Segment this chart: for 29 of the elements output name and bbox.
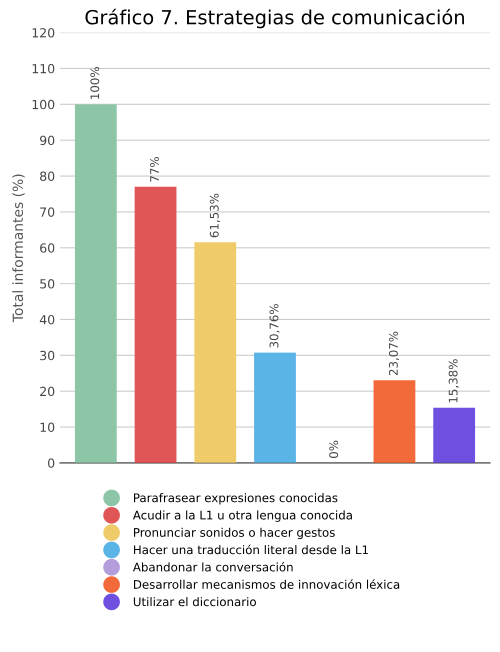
y-tick-label: 100 <box>32 100 54 110</box>
y-tick-label: 110 <box>32 64 54 74</box>
data-label: 100% <box>90 67 100 99</box>
y-tick-label: 70 <box>40 207 54 217</box>
chart-title: Gráfico 7. Estrategias de comunicación <box>85 8 464 28</box>
y-tick-label: 30 <box>40 350 54 360</box>
y-tick-label: 120 <box>32 28 54 38</box>
y-axis-title: Total informantes (%) <box>12 174 25 322</box>
y-tick-label: 80 <box>40 172 54 181</box>
y-tick-label: 60 <box>40 243 54 253</box>
data-label: 15,38% <box>448 359 459 402</box>
data-label: 77% <box>150 157 159 182</box>
y-tick-label: 90 <box>40 136 54 146</box>
data-label: 61,53% <box>210 194 220 238</box>
legend-label: Pronunciar sonidos o hacer gestos <box>134 528 335 540</box>
y-tick-label: 40 <box>40 314 54 324</box>
legend-label: Parafrasear expresiones conocidas <box>134 493 338 505</box>
data-label: 0% <box>329 440 338 458</box>
data-label: 23,07% <box>388 332 400 376</box>
data-label: 30,76% <box>269 304 280 348</box>
legend-label: Utilizar el diccionario <box>134 597 256 606</box>
y-tick-label: 10 <box>40 422 54 432</box>
legend-label: Acudir a la L1 u otra lengua conocida <box>132 510 352 522</box>
legend-label: Abandonar la conversación <box>132 562 293 572</box>
legend-label: Hacer una traducción literal desde la L1 <box>134 544 368 554</box>
y-tick-label: 0 <box>48 458 54 468</box>
y-tick-label: 20 <box>40 386 54 396</box>
legend-label: Desarrollar mecanismos de innovación léxica <box>134 579 400 589</box>
y-tick-label: 50 <box>40 279 54 289</box>
